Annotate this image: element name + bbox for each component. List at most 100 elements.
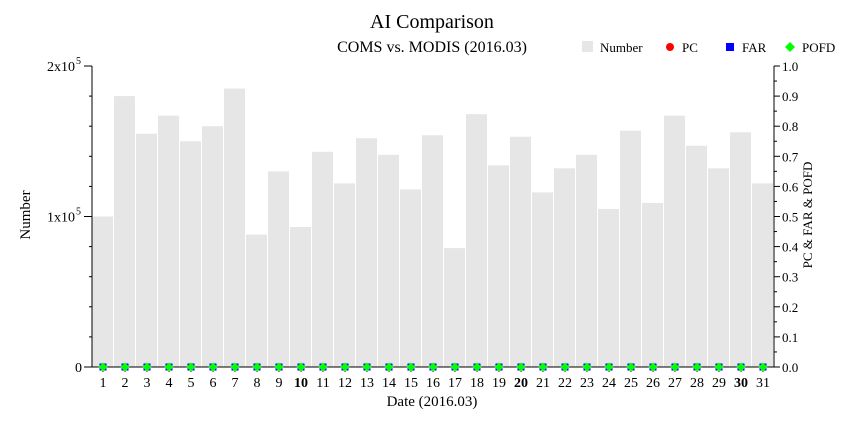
bar-23 [576, 154, 597, 367]
y-axis-right-label: PC & FAR & POFD [800, 162, 815, 269]
bar-7 [224, 88, 245, 367]
bar-26 [642, 202, 663, 367]
x-tick-label: 29 [712, 376, 726, 391]
pofd-point-27 [670, 362, 680, 372]
pofd-point-4 [164, 362, 174, 372]
x-tick-label: 1 [100, 376, 107, 391]
x-tick-label: 7 [232, 376, 239, 391]
bar-11 [312, 151, 333, 367]
x-tick-label: 27 [668, 376, 682, 391]
y-right-tick-label: 0.8 [782, 119, 798, 134]
x-tick-label: 8 [254, 376, 261, 391]
bar-4 [158, 115, 179, 367]
y-right-tick-label: 0.6 [782, 179, 799, 194]
x-tick-label: 16 [426, 376, 440, 391]
bar-6 [202, 126, 223, 367]
legend-marker-number [582, 41, 593, 52]
bar-12 [334, 183, 355, 367]
y-right-tick-label: 0.1 [782, 330, 798, 345]
y-right-tick-label: 0.4 [782, 240, 799, 255]
pofd-point-30 [736, 362, 746, 372]
x-tick-label: 3 [144, 376, 151, 391]
bar-22 [554, 168, 575, 367]
y-right-tick-label: 1.0 [782, 59, 798, 74]
x-tick-label: 31 [756, 376, 770, 391]
y-right-tick-label: 0.2 [782, 300, 798, 315]
x-tick-label: 10 [294, 376, 308, 391]
bar-25 [620, 130, 641, 367]
y-right-tick-label: 0.0 [782, 360, 798, 375]
pofd-point-17 [450, 362, 460, 372]
pofd-point-13 [362, 362, 372, 372]
bar-30 [730, 132, 751, 367]
y-right-tick-label: 0.9 [782, 89, 798, 104]
x-tick-label: 20 [514, 376, 528, 391]
pofd-point-28 [692, 362, 702, 372]
y-right-tick-label: 0.7 [782, 149, 799, 164]
pofd-point-12 [340, 362, 350, 372]
y-right-tick-label: 0.5 [782, 210, 798, 225]
chart-title: AI Comparison [370, 11, 494, 33]
pofd-point-24 [604, 362, 614, 372]
pofd-point-7 [230, 362, 240, 372]
pofd-point-16 [428, 362, 438, 372]
x-tick-label: 13 [360, 376, 374, 391]
pofd-point-18 [472, 362, 482, 372]
y-left-tick-exponent: 5 [76, 56, 81, 67]
bar-24 [598, 208, 619, 367]
pofd-point-22 [560, 362, 570, 372]
bar-13 [356, 138, 377, 367]
y-left-tick-label: 2x10 [47, 60, 75, 75]
pofd-point-6 [208, 362, 218, 372]
x-tick-label: 2 [122, 376, 129, 391]
y-left-tick-label: 1x10 [47, 211, 75, 226]
bar-3 [136, 133, 157, 367]
y-right-tick-label: 0.3 [782, 270, 798, 285]
pofd-point-1 [98, 362, 108, 372]
bar-10 [290, 227, 311, 367]
x-tick-label: 18 [470, 376, 484, 391]
legend-marker-pc [666, 43, 674, 51]
pofd-point-8 [252, 362, 262, 372]
pofd-point-20 [516, 362, 526, 372]
bar-15 [400, 189, 421, 367]
x-tick-label: 24 [602, 376, 616, 391]
bar-21 [532, 192, 553, 367]
pofd-point-21 [538, 362, 548, 372]
bar-27 [664, 115, 685, 367]
pofd-point-23 [582, 362, 592, 372]
pofd-point-29 [714, 362, 724, 372]
x-tick-label: 5 [188, 376, 195, 391]
pofd-point-25 [626, 362, 636, 372]
x-tick-label: 19 [492, 376, 506, 391]
legend-label-far: FAR [742, 40, 767, 55]
bar-8 [246, 234, 267, 367]
pofd-point-3 [142, 362, 152, 372]
bar-28 [686, 145, 707, 367]
bar-20 [510, 136, 531, 367]
x-axis-label: Date (2016.03) [387, 394, 478, 410]
y-axis-left-label: Number [18, 190, 34, 239]
legend-marker-pofd [785, 42, 795, 52]
x-tick-label: 22 [558, 376, 572, 391]
pofd-point-11 [318, 362, 328, 372]
bar-17 [444, 248, 465, 367]
x-tick-label: 12 [338, 376, 352, 391]
legend-label-number: Number [600, 40, 643, 55]
x-tick-label: 23 [580, 376, 594, 391]
bar-9 [268, 171, 289, 367]
x-tick-label: 21 [536, 376, 550, 391]
pofd-point-19 [494, 362, 504, 372]
pofd-point-9 [274, 362, 284, 372]
bar-18 [466, 114, 487, 367]
bar-19 [488, 165, 509, 367]
pofd-point-10 [296, 362, 306, 372]
pofd-point-26 [648, 362, 658, 372]
y-left-tick-exponent: 5 [76, 207, 81, 218]
x-tick-label: 17 [448, 376, 462, 391]
x-tick-label: 6 [210, 376, 217, 391]
x-tick-label: 11 [316, 376, 329, 391]
bar-29 [708, 168, 729, 367]
